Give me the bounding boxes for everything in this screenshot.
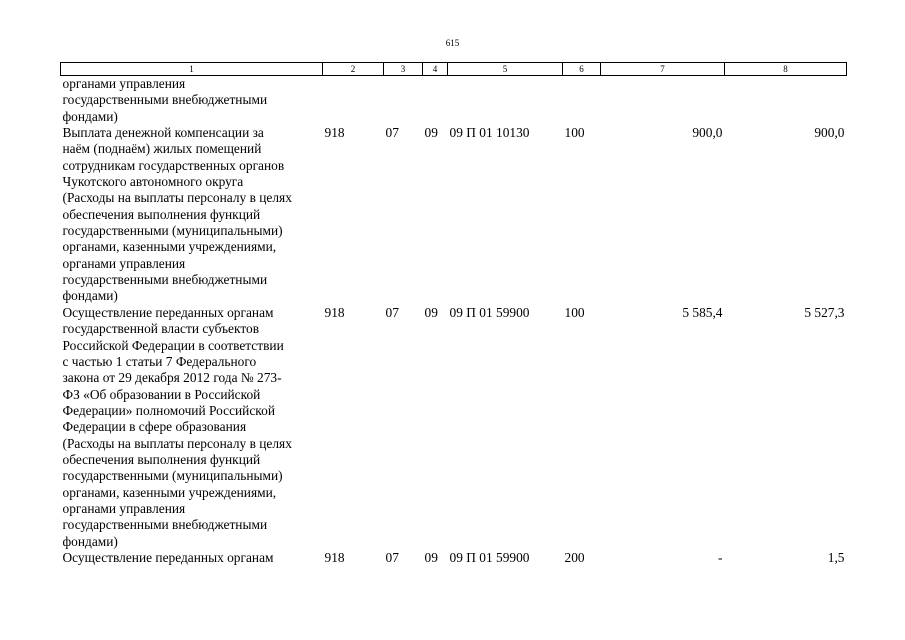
amount-year-1: 5 585,4 xyxy=(682,304,723,320)
target-article xyxy=(448,76,563,126)
target-article: 09 П 01 59900 xyxy=(449,549,530,565)
header-col-8: 8 xyxy=(724,62,847,76)
table-row: Выплата денежной компенсации за наём (по… xyxy=(61,125,847,305)
section: 07 xyxy=(385,304,399,320)
subsection: 09 xyxy=(424,304,438,320)
table-row: Осуществление переданных органам государ… xyxy=(61,305,847,550)
amount-year-2 xyxy=(725,76,847,126)
amount-year-1: - xyxy=(718,549,723,565)
ministry-code xyxy=(323,76,384,126)
amount-year-1 xyxy=(601,76,725,126)
ministry-code: 918 xyxy=(324,125,345,141)
header-col-7: 7 xyxy=(600,62,725,76)
expense-type xyxy=(563,76,601,126)
header-col-4: 4 xyxy=(422,62,448,76)
table-row: Осуществление переданных органам 918 07 09 0… xyxy=(61,550,847,566)
subsection: 09 xyxy=(424,549,438,565)
target-article: 09 П 01 59900 xyxy=(449,304,530,320)
expense-type: 100 xyxy=(564,125,585,141)
table-row: органами управления государственными вне… xyxy=(61,76,847,126)
header-col-6: 6 xyxy=(562,62,601,76)
amount-year-1: 900,0 xyxy=(692,125,723,141)
budget-table: 1 2 3 4 5 6 7 8 органами управления госу… xyxy=(60,62,847,566)
header-col-5: 5 xyxy=(447,62,563,76)
header-col-1: 1 xyxy=(60,62,323,76)
amount-year-2: 900,0 xyxy=(814,125,845,141)
row-name: Осуществление переданных органам xyxy=(62,549,274,565)
target-article: 09 П 01 10130 xyxy=(449,125,530,141)
column-number-header: 1 2 3 4 5 6 7 8 xyxy=(60,62,847,76)
section: 07 xyxy=(385,549,399,565)
header-col-2: 2 xyxy=(322,62,384,76)
expense-type: 100 xyxy=(564,304,585,320)
section: 07 xyxy=(385,125,399,141)
amount-year-2: 5 527,3 xyxy=(804,304,845,320)
header-col-3: 3 xyxy=(383,62,423,76)
section xyxy=(384,76,423,126)
row-name: Осуществление переданных органам государ… xyxy=(62,304,292,549)
subsection: 09 xyxy=(424,125,438,141)
row-name: Выплата денежной компенсации за наём (по… xyxy=(62,125,292,304)
subsection xyxy=(423,76,448,126)
expense-type: 200 xyxy=(564,549,585,565)
row-name: органами управления государственными вне… xyxy=(62,76,268,124)
ministry-code: 918 xyxy=(324,549,345,565)
page-number: 615 xyxy=(445,38,460,48)
amount-year-2: 1,5 xyxy=(827,549,845,565)
ministry-code: 918 xyxy=(324,304,345,320)
